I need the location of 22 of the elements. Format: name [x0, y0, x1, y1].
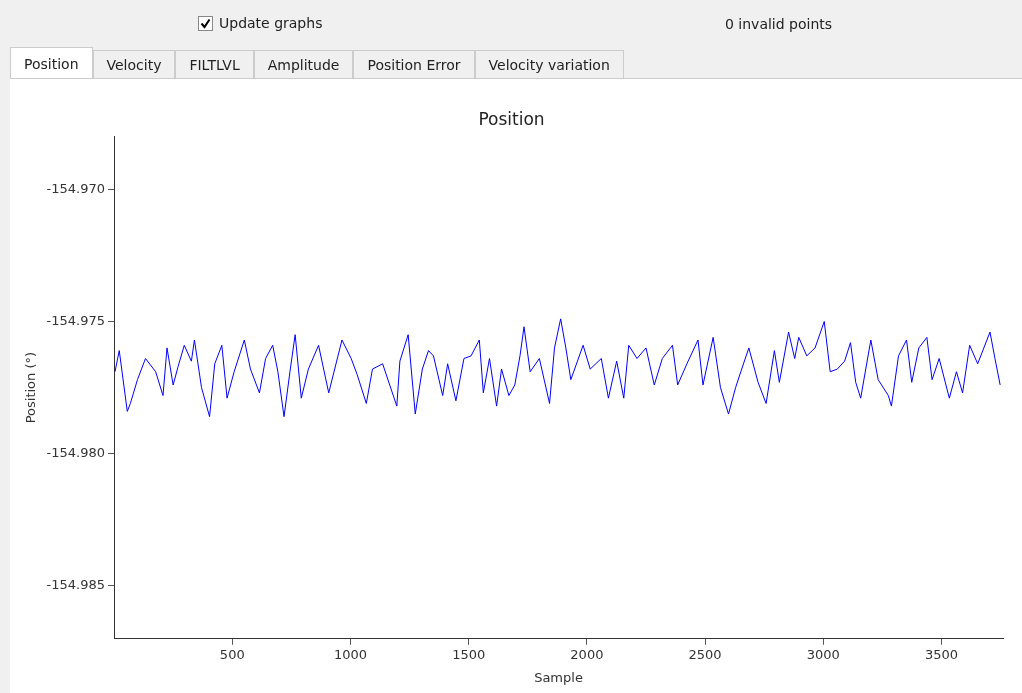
x-axis-title: Sample	[534, 669, 583, 685]
text: Update graphs	[219, 15, 323, 31]
y-tick-label: -154.985	[46, 577, 106, 593]
y-tick-label: -154.980	[46, 445, 106, 461]
x-tick-label: 1500	[452, 646, 486, 662]
x-tick-label: 3000	[806, 646, 840, 662]
text: 0 invalid points	[725, 16, 833, 32]
chart-title: Position	[478, 108, 545, 129]
text: Position Error	[353, 50, 475, 80]
x-tick-label: 3500	[924, 646, 959, 662]
text: FILTLVL	[175, 50, 254, 80]
text: Velocity	[92, 50, 176, 80]
text: Amplitude	[253, 50, 354, 80]
text: Position	[10, 47, 93, 80]
x-tick-label: 500	[219, 646, 245, 662]
x-tick-label: 2500	[688, 646, 722, 662]
y-tick-label: -154.970	[46, 180, 106, 196]
y-axis-title: Position (°)	[23, 351, 39, 424]
y-tick-label: -154.975	[46, 312, 106, 328]
x-tick-label: 2000	[570, 646, 604, 662]
text: Velocity variation	[474, 50, 624, 80]
x-tick-label: 1000	[333, 646, 368, 662]
